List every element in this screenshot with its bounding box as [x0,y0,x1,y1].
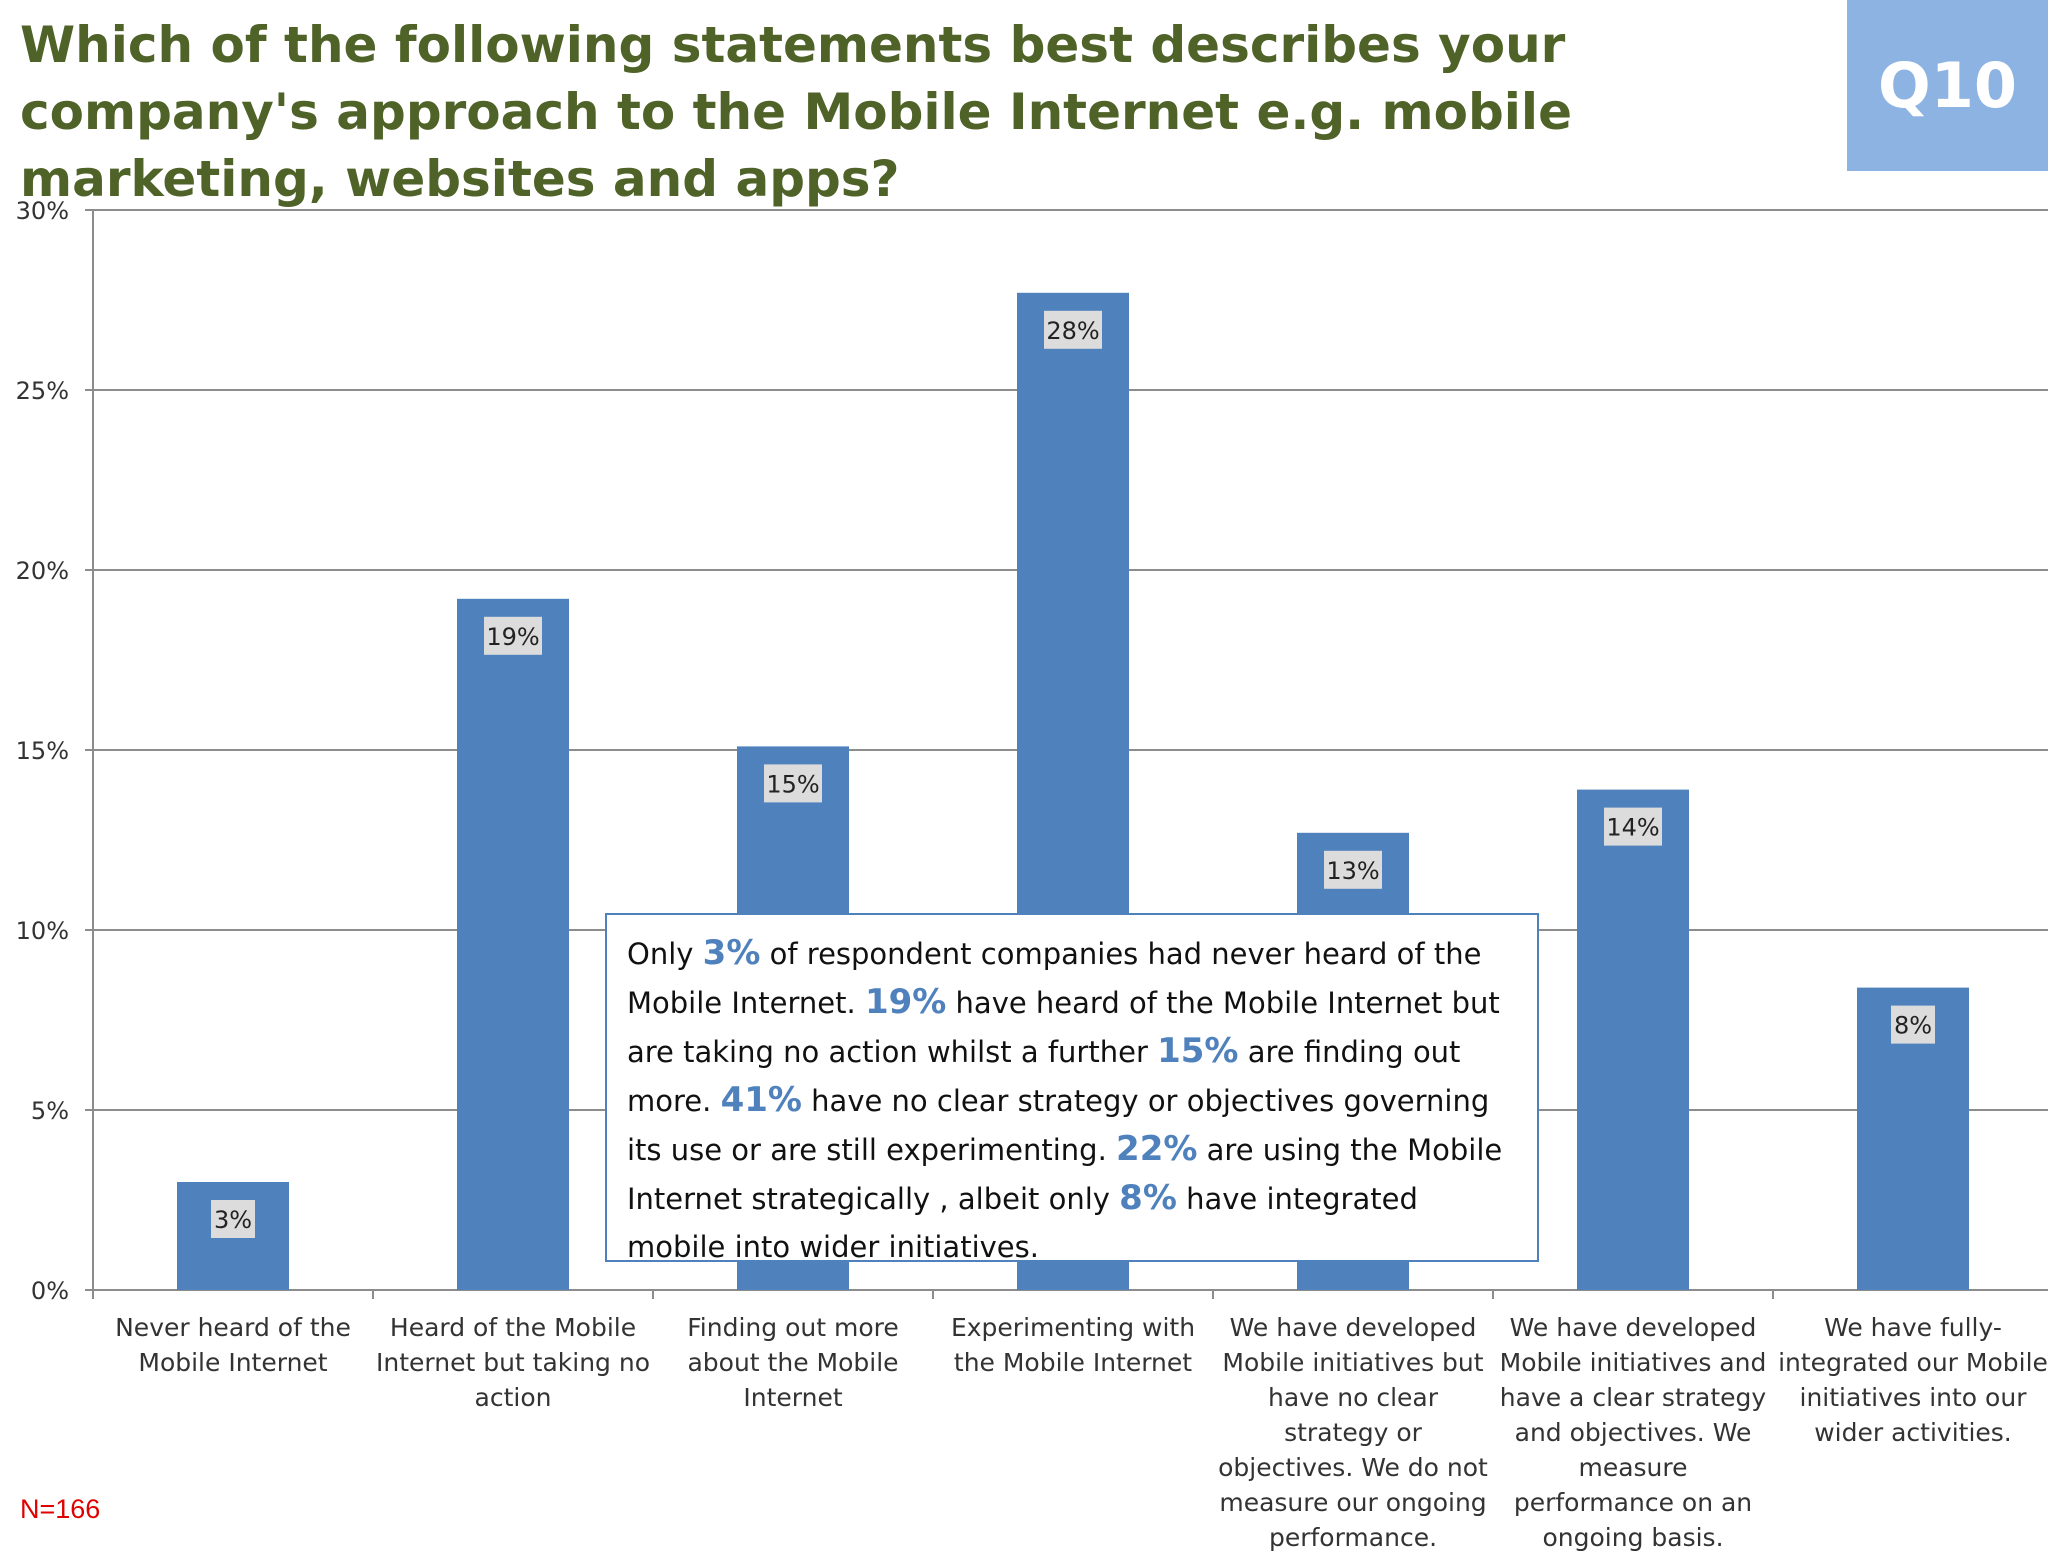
callout-highlight: 41% [720,1080,802,1120]
x-category-label: Finding out more about the Mobile Intern… [687,1313,899,1412]
x-category-label: We have developed Mobile initiatives and… [1499,1313,1767,1552]
x-category-label: We have developed Mobile initiatives but… [1218,1313,1488,1552]
y-tick-label: 30% [16,197,69,225]
data-label: 19% [486,623,539,651]
data-label-bg [1324,850,1382,889]
data-label: 15% [766,770,819,798]
y-tick-label: 20% [16,557,69,585]
sample-size-note: N=166 [20,1494,101,1524]
data-label-bg [1604,807,1662,846]
y-tick-label: 25% [16,377,69,405]
data-label: 13% [1326,857,1379,885]
callout-text: have heard of the Mobile Internet but ar… [627,986,1500,1069]
data-label: 3% [214,1206,252,1234]
data-label: 28% [1046,317,1099,345]
y-tick-label: 5% [31,1097,69,1125]
data-label-bg [484,616,542,655]
data-label-bg [764,764,822,803]
callout-highlight: 15% [1157,1031,1239,1071]
callout-highlight: 3% [702,933,761,973]
chart-title: Which of the following statements best d… [20,16,1572,208]
data-label-bg [1044,310,1102,349]
callout-text: are finding out more. [627,1035,1461,1118]
x-category-label: We have fully-integrated our Mobile init… [1778,1313,2048,1447]
data-label: 8% [1894,1012,1932,1040]
callout-highlight: 8% [1119,1178,1177,1218]
callout-text: Only [627,937,703,971]
y-tick-label: 0% [31,1277,69,1305]
callout-text: of respondent companies had never heard … [627,937,1482,1020]
bar [1577,789,1689,1290]
x-category-label: Never heard of the Mobile Internet [115,1313,351,1377]
bar [457,598,569,1290]
data-labels: 3% 19% 15% 28% 13% 14% 8% [211,310,1935,1238]
callout-highlight: 19% [864,982,947,1022]
x-category-label: Experimenting with the Mobile Internet [950,1313,1196,1377]
data-label: 14% [1606,814,1659,842]
callout-text: have integrated mobile into wider initia… [627,1182,1418,1264]
summary-callout: Only 3% of respondent companies had neve… [605,913,1539,1264]
data-label-bg [211,1200,255,1238]
data-label-bg [1891,1005,1935,1044]
y-tick-label: 15% [16,737,69,765]
y-tick-label: 10% [16,917,69,945]
callout-text: have no clear strategy or objectives gov… [627,1084,1490,1167]
callout-text: are using the Mobile Internet strategica… [627,1133,1503,1216]
callout-highlight: 22% [1116,1129,1198,1169]
question-badge: Q10 [1847,0,2048,171]
x-category-label: Heard of the Mobile Internet but taking … [375,1313,651,1412]
